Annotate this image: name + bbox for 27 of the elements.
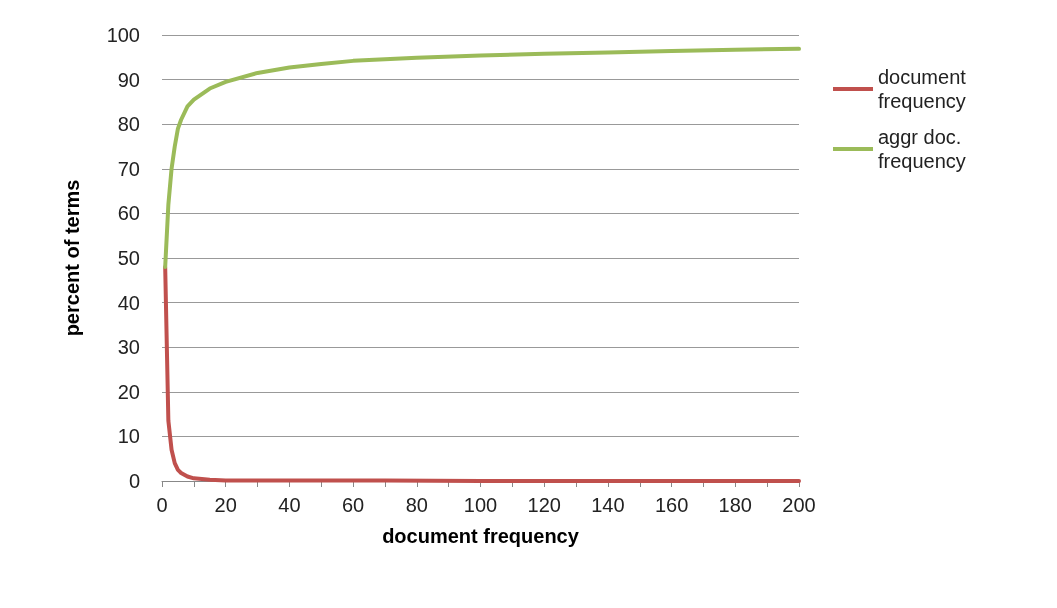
x-tick-label: 120: [527, 494, 561, 516]
y-tick-label: 40: [117, 291, 140, 314]
x-tick-label: 160: [654, 494, 689, 516]
y-tick-label: 90: [117, 68, 140, 91]
x-tick-label: 60: [341, 494, 365, 516]
y-tick-label: 70: [117, 157, 140, 180]
y-axis-title: percent of terms: [61, 179, 83, 337]
x-tick-label: 0: [156, 494, 168, 516]
x-axis-title: document frequency: [382, 525, 580, 547]
y-tick-label: 30: [117, 336, 140, 359]
x-tick-label: 20: [214, 494, 237, 516]
y-tick-label: 50: [117, 247, 140, 269]
y-tick-label: 60: [117, 202, 140, 225]
y-tick-label: 0: [128, 470, 140, 492]
x-tick-label: 140: [591, 494, 625, 516]
x-tick-label: 200: [782, 494, 816, 516]
legend-label: document frequency: [878, 66, 972, 112]
x-tick-label: 100: [463, 494, 498, 516]
x-tick-label: 180: [718, 494, 752, 516]
y-tick-label: 100: [106, 24, 140, 46]
legend-label: aggr doc. frequency: [878, 126, 967, 172]
y-tick-label: 20: [117, 380, 140, 403]
y-tick-label: 10: [117, 425, 140, 448]
line-series: [163, 46, 801, 269]
x-tick-label: 40: [278, 494, 301, 516]
x-tick-label: 80: [405, 494, 428, 516]
y-tick-label: 80: [117, 113, 140, 136]
